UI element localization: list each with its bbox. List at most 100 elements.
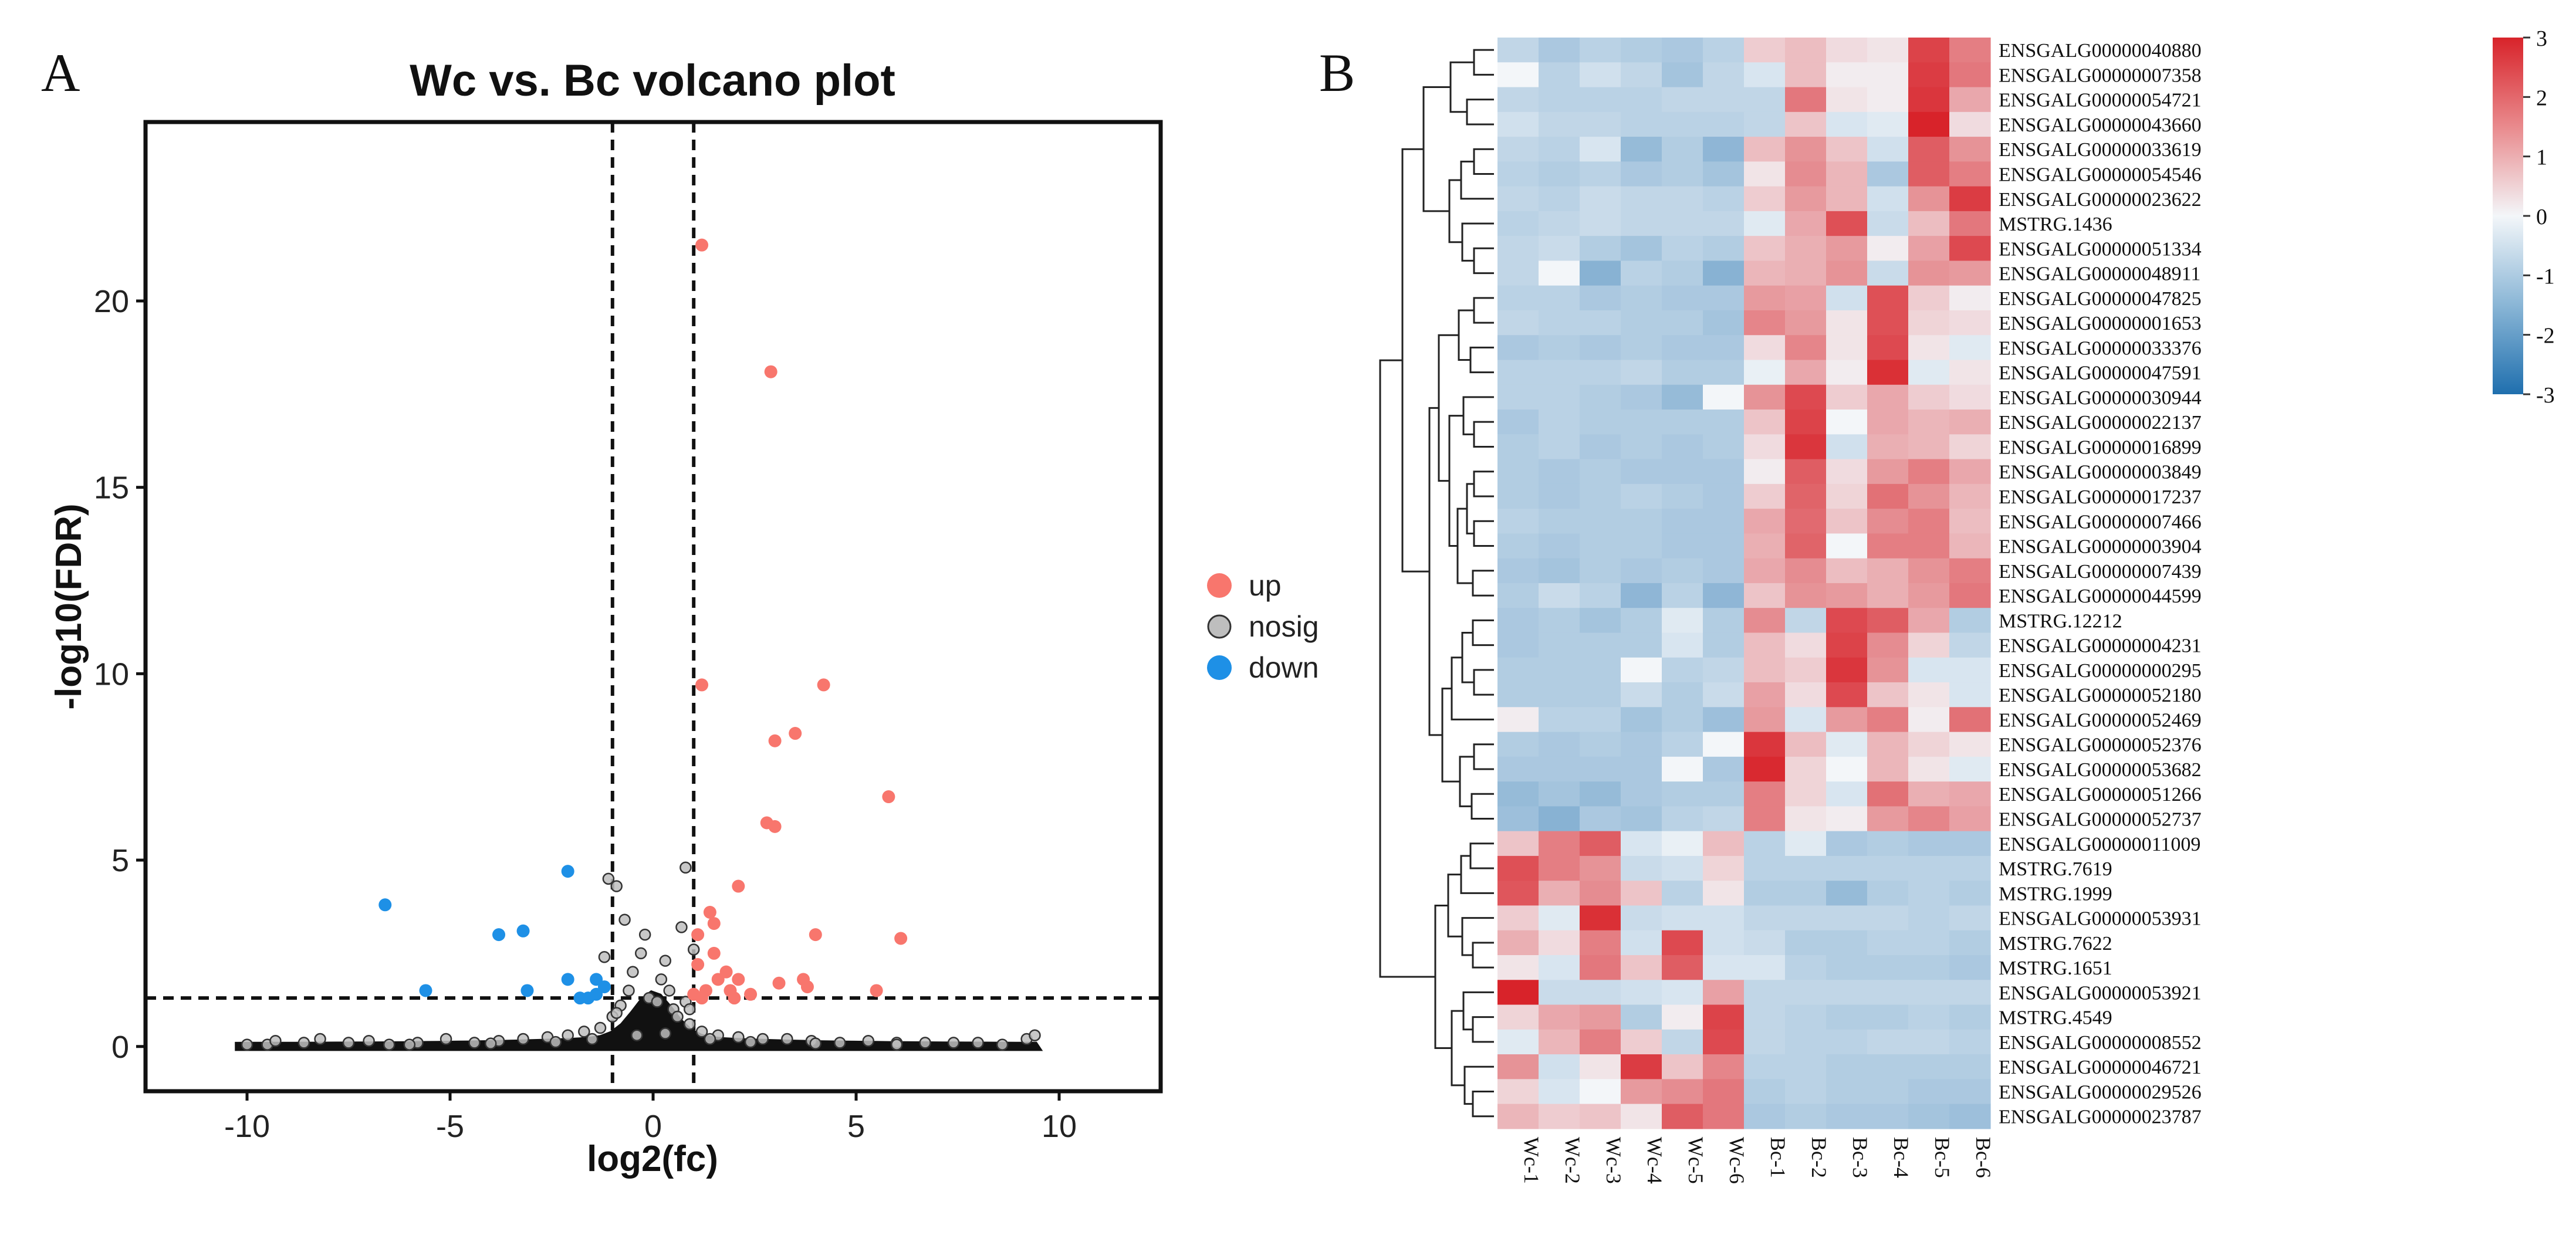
heatmap-cell [1949, 236, 1991, 262]
nosig-point [684, 1003, 696, 1016]
heatmap-cell [1580, 186, 1621, 212]
heatmap-cell [1621, 137, 1662, 162]
heatmap-cell [1621, 384, 1662, 410]
heatmap-cell [1703, 310, 1745, 336]
heatmap-cell [1826, 483, 1868, 509]
heatmap-row-label: ENSGALG00000053931 [1999, 908, 2202, 930]
heatmap-cell [1908, 509, 1950, 534]
dendrogram-branch [1460, 855, 1494, 894]
volcano-plot-panel: A Wc vs. Bc volcano plot -10 -5 0 5 10 0 5 10 1… [41, 43, 1319, 1179]
heatmap-cell [1908, 558, 1950, 584]
heatmap-row-label: ENSGALG00000007439 [1999, 561, 2202, 583]
heatmap-cell [1908, 1029, 1950, 1055]
volcano-y-axis-label: -log10(FDR) [49, 503, 89, 709]
heatmap-cell [1539, 434, 1580, 460]
heatmap-cell [1826, 855, 1868, 881]
heatmap-cell [1580, 161, 1621, 187]
heatmap-cell [1744, 137, 1786, 162]
heatmap-cell [1949, 657, 1991, 683]
nosig-point [578, 1026, 590, 1038]
up-point [768, 820, 782, 833]
heatmap-cell [1867, 87, 1909, 113]
heatmap-cell [1703, 905, 1745, 931]
heatmap-cell [1539, 1004, 1580, 1030]
heatmap-cell [1908, 1004, 1950, 1030]
nosig-density-cloud [235, 990, 1043, 1051]
heatmap-cell [1539, 558, 1580, 584]
up-point [732, 879, 745, 893]
nosig-point [602, 872, 615, 885]
up-point [800, 980, 814, 994]
heatmap-cell [1867, 806, 1909, 832]
heatmap-cell [1621, 62, 1662, 88]
up-point [691, 957, 705, 971]
nosig-point [618, 913, 631, 926]
heatmap-cell [1580, 955, 1621, 980]
heatmap-cell [1867, 62, 1909, 88]
heatmap-row-label: ENSGALG00000003849 [1999, 462, 2202, 483]
heatmap-cell [1703, 781, 1745, 807]
heatmap-cell [1867, 410, 1909, 435]
heatmap-cell [1662, 137, 1703, 162]
heatmap-cell [1497, 1004, 1539, 1030]
nosig-point [862, 1034, 875, 1047]
heatmap-cell [1949, 608, 1991, 634]
heatmap-cell [1621, 707, 1662, 733]
heatmap-cell [1539, 608, 1580, 634]
heatmap-cell [1908, 310, 1950, 336]
heatmap-cell [1580, 236, 1621, 262]
heatmap-cell [1539, 87, 1580, 113]
heatmap-cell [1826, 657, 1868, 683]
heatmap-cell [1785, 533, 1827, 559]
dendrogram-branch [1473, 520, 1494, 547]
heatmap-cell [1826, 434, 1868, 460]
heatmap-cell [1621, 881, 1662, 906]
heatmap-cell [1539, 285, 1580, 311]
heatmap-cell [1539, 1054, 1580, 1079]
heatmap-cell [1744, 632, 1786, 658]
heatmap-column-label: Bc-5 [1931, 1137, 1954, 1178]
heatmap-cell [1497, 707, 1539, 733]
heatmap-cell [1621, 955, 1662, 980]
heatmap-cell [1826, 682, 1868, 708]
heatmap-cell [1744, 62, 1786, 88]
dendrogram-branch [1401, 148, 1429, 573]
heatmap-cell [1826, 161, 1868, 187]
heatmap-cell [1744, 459, 1786, 485]
heatmap-cell [1744, 831, 1786, 857]
heatmap-cell [1785, 831, 1827, 857]
heatmap-cell [1908, 384, 1950, 410]
heatmap-cell [1867, 483, 1909, 509]
legend-down-swatch [1207, 655, 1232, 680]
heatmap-cell [1497, 335, 1539, 361]
heatmap-cell [1580, 1029, 1621, 1055]
down-point [520, 984, 534, 997]
heatmap-cell [1785, 335, 1827, 361]
heatmap-cell [1497, 855, 1539, 881]
heatmap-cell [1785, 657, 1827, 683]
heatmap-row-label: ENSGALG00000001653 [1999, 313, 2202, 334]
heatmap-cell [1580, 1104, 1621, 1129]
nosig-point [610, 880, 623, 892]
heatmap-cell [1785, 1029, 1827, 1055]
heatmap-cell [1497, 310, 1539, 336]
heatmap-cell [1785, 707, 1827, 733]
dendrogram-branch [1461, 222, 1494, 262]
heatmap-cell [1497, 583, 1539, 608]
heatmap-row-label: ENSGALG00000000295 [1999, 660, 2202, 682]
heatmap-cell [1949, 483, 1991, 509]
heatmap-cell [1662, 384, 1703, 410]
heatmap-cell [1785, 285, 1827, 311]
dendrogram-branch [1428, 407, 1442, 736]
heatmap-cell [1621, 483, 1662, 509]
heatmap-cell [1908, 161, 1950, 187]
heatmap-cell [1539, 410, 1580, 435]
heatmap-cell [1580, 682, 1621, 708]
heatmap-cell [1580, 483, 1621, 509]
heatmap-cell [1908, 137, 1950, 162]
heatmap-cell [1908, 260, 1950, 286]
heatmap-cell [1744, 87, 1786, 113]
nosig-point [342, 1037, 355, 1049]
heatmap-row-label: ENSGALG00000044599 [1999, 586, 2202, 607]
legend-down-label: down [1249, 651, 1319, 684]
